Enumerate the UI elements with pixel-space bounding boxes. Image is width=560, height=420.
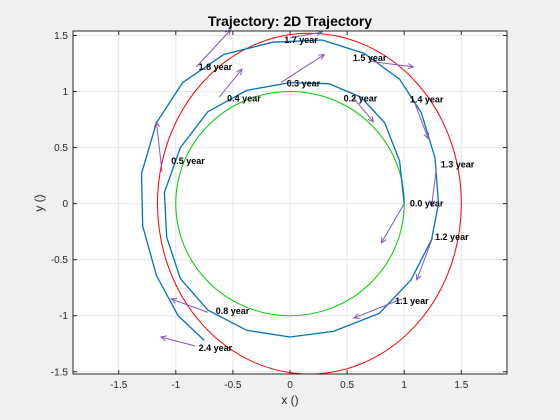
velocity-arrow <box>280 53 326 83</box>
velocity-arrow <box>170 297 208 313</box>
x-tick-label: 0.5 <box>340 380 354 391</box>
x-tick-label: -1 <box>171 380 180 391</box>
time-annotation-label: 1.4 year <box>410 94 444 104</box>
x-tick-label: 0 <box>287 380 293 391</box>
time-annotation-label: 0.8 year <box>216 306 250 316</box>
time-annotation-label: 1.5 year <box>353 53 387 63</box>
spiral-trajectory-line <box>140 39 440 341</box>
y-tick-label: 1.5 <box>54 31 68 42</box>
axis-ticks: -1.5 -1 -0.5 0 0.5 1 1.5 -1.5 -1 -0.5 0 0.5 1 1.5 <box>51 31 507 391</box>
time-annotation-label: 1.7 year <box>284 35 318 45</box>
velocity-arrow <box>429 169 437 208</box>
time-annotation-label: 0.0 year <box>410 199 444 209</box>
time-annotation-label: 1.3 year <box>441 159 475 169</box>
time-annotation-label: 0.2 year <box>344 93 378 103</box>
velocity-arrow <box>415 237 434 281</box>
y-tick-label: 0 <box>62 199 68 210</box>
time-annotation-label: 1.2 year <box>435 232 469 242</box>
y-tick-label: -0.5 <box>51 255 69 266</box>
time-annotation-label: 0.5 year <box>171 156 205 166</box>
velocity-arrow <box>412 99 430 140</box>
y-axis-label: y () <box>32 194 46 211</box>
y-tick-label: 1 <box>62 87 68 98</box>
y-tick-label: -1.5 <box>51 367 69 378</box>
velocity-arrows <box>153 29 437 347</box>
x-tick-label: -1.5 <box>110 380 128 391</box>
x-axis-label: x () <box>281 393 298 407</box>
y-tick-label: 0.5 <box>54 143 68 154</box>
x-tick-label: 1.5 <box>454 380 468 391</box>
time-annotations: 0.0 year 0.2 year 0.3 year 0.4 year 0.5 year… <box>171 35 475 353</box>
time-annotation-label: 0.3 year <box>287 79 321 89</box>
time-annotation-label: 1.1 year <box>395 296 429 306</box>
velocity-arrow <box>380 203 405 244</box>
time-annotation-label: 2.4 year <box>199 343 233 353</box>
time-annotation-label: 1.8 year <box>199 62 233 72</box>
velocity-arrow <box>352 298 403 319</box>
chart-title: Trajectory: 2D Trajectory <box>208 13 372 29</box>
x-tick-label: -0.5 <box>224 380 242 391</box>
time-annotation-label: 0.4 year <box>227 93 261 103</box>
velocity-arrow <box>218 68 243 98</box>
velocity-arrow <box>369 60 415 70</box>
y-tick-label: -1 <box>59 311 68 322</box>
x-tick-label: 1 <box>401 380 407 391</box>
velocity-arrow <box>159 335 196 347</box>
velocity-arrow <box>153 120 163 173</box>
velocity-arrow <box>352 96 375 123</box>
